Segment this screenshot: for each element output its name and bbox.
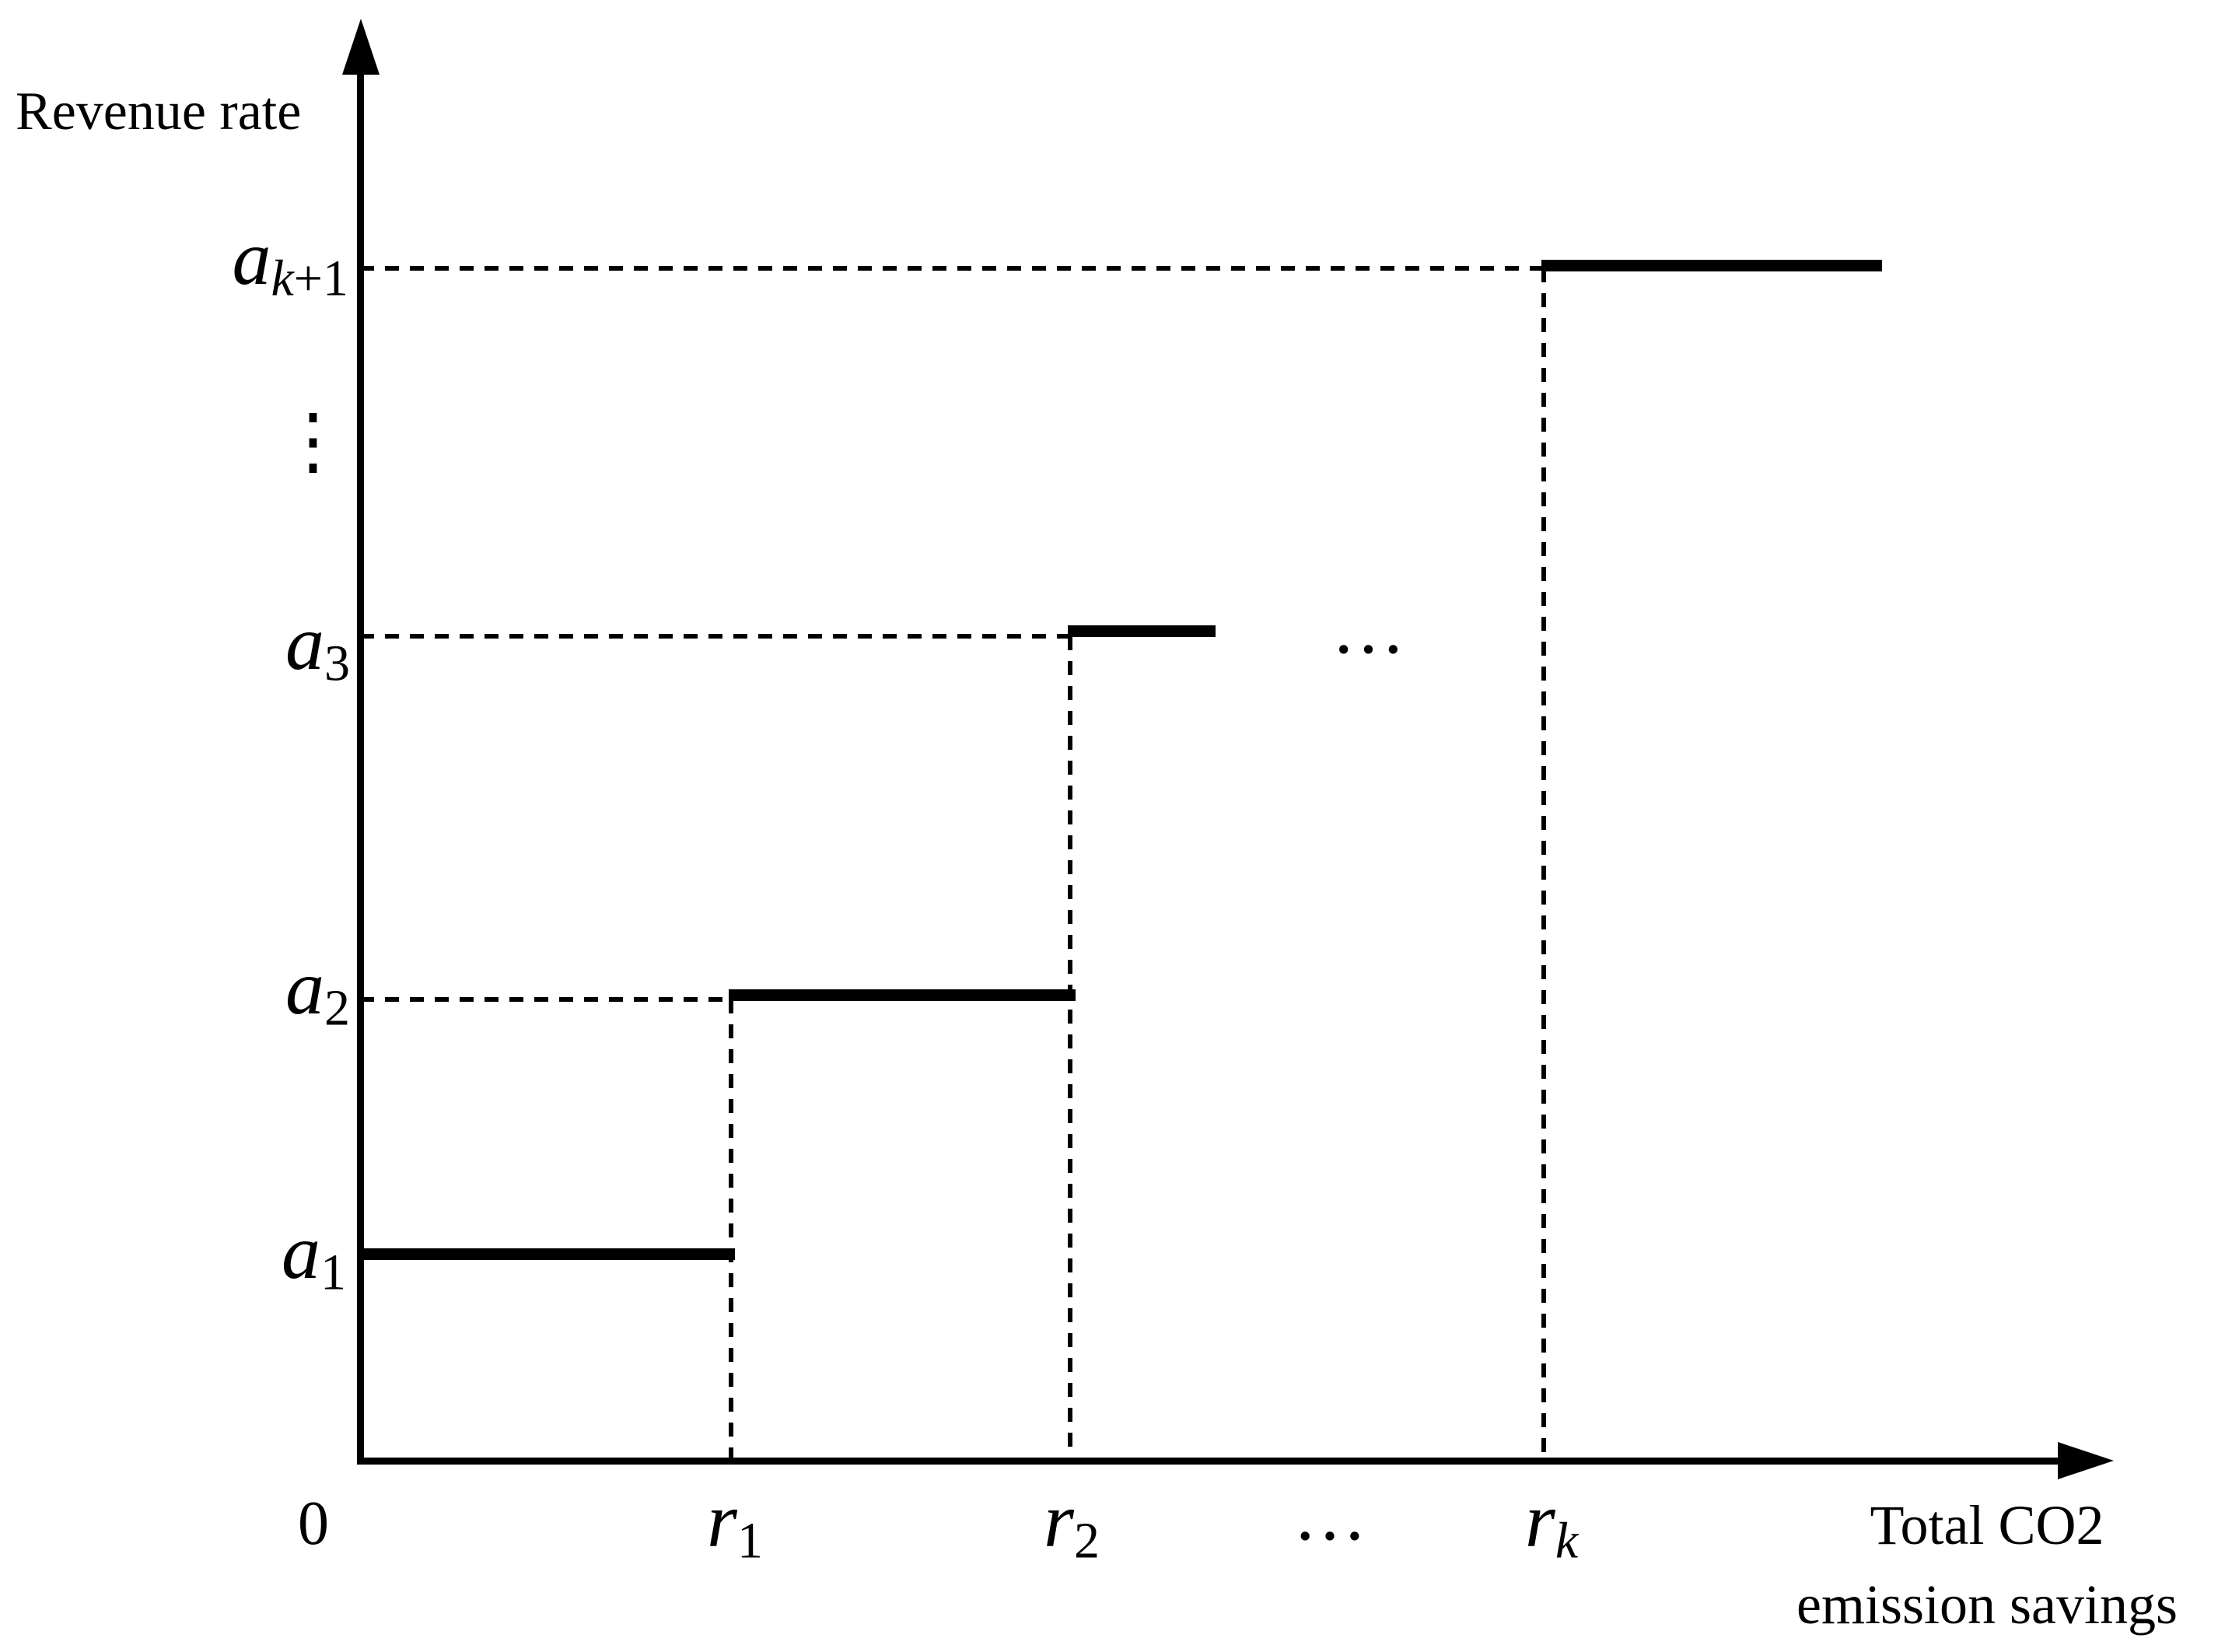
ak1-sub-var: k — [271, 250, 294, 307]
steps-horizontal-ellipsis: … — [1331, 586, 1410, 669]
rk-base: r — [1524, 1477, 1555, 1563]
a3-level-guide-hline — [360, 634, 1070, 639]
r2-sub: 2 — [1073, 1512, 1100, 1570]
y-tick-label-a2: a2 — [233, 949, 350, 1034]
y-axis-line — [357, 54, 364, 1464]
x-tick-label-r1: r1 — [688, 1482, 782, 1567]
y-axis-title: Revenue rate — [16, 82, 302, 142]
x-axis-title-line1: Total CO2 — [1870, 1494, 2104, 1556]
x-tick-label-rk: rk — [1501, 1482, 1602, 1567]
origin-label: 0 — [298, 1489, 329, 1558]
rk-guide-vline — [1541, 268, 1546, 1461]
y-axis-arrowhead-icon — [342, 19, 380, 75]
a1-sub: 1 — [320, 1244, 346, 1301]
r1-base: r — [707, 1477, 737, 1563]
y-labels-vertical-ellipsis: ⋮ — [276, 400, 355, 482]
ak1-step-segment — [1541, 260, 1882, 271]
ak1-level-guide-hline — [360, 266, 1544, 271]
r1-guide-vline — [729, 999, 733, 1461]
x-axis-horizontal-ellipsis: … — [1293, 1473, 1372, 1556]
x-axis-arrowhead-icon — [2058, 1442, 2114, 1479]
a1-base: a — [282, 1209, 320, 1295]
x-tick-label-r2: r2 — [1025, 1482, 1118, 1567]
ak1-base: a — [232, 215, 271, 301]
y-tick-label-ak1: ak+1 — [179, 219, 348, 305]
a2-step-segment — [729, 989, 1076, 1001]
x-axis-title: Total CO2 emission savings — [1754, 1486, 2218, 1644]
r2-base: r — [1044, 1477, 1074, 1563]
x-axis-title-line2: emission savings — [1796, 1573, 2178, 1636]
a3-sub: 3 — [324, 635, 350, 692]
ak1-sub-op: +1 — [293, 250, 348, 307]
a2-level-guide-hline — [360, 997, 731, 1002]
r1-sub: 1 — [736, 1512, 763, 1570]
x-axis-line — [357, 1458, 2062, 1465]
y-tick-label-a3: a3 — [233, 604, 350, 690]
rk-sub-var: k — [1555, 1512, 1579, 1570]
r2-guide-vline — [1068, 636, 1072, 1461]
a3-step-segment — [1068, 625, 1216, 637]
y-tick-label-a1: a1 — [229, 1213, 346, 1299]
a2-base: a — [285, 944, 324, 1031]
a2-sub: 2 — [324, 979, 350, 1037]
a3-base: a — [285, 600, 324, 686]
a1-step-segment — [357, 1248, 735, 1260]
